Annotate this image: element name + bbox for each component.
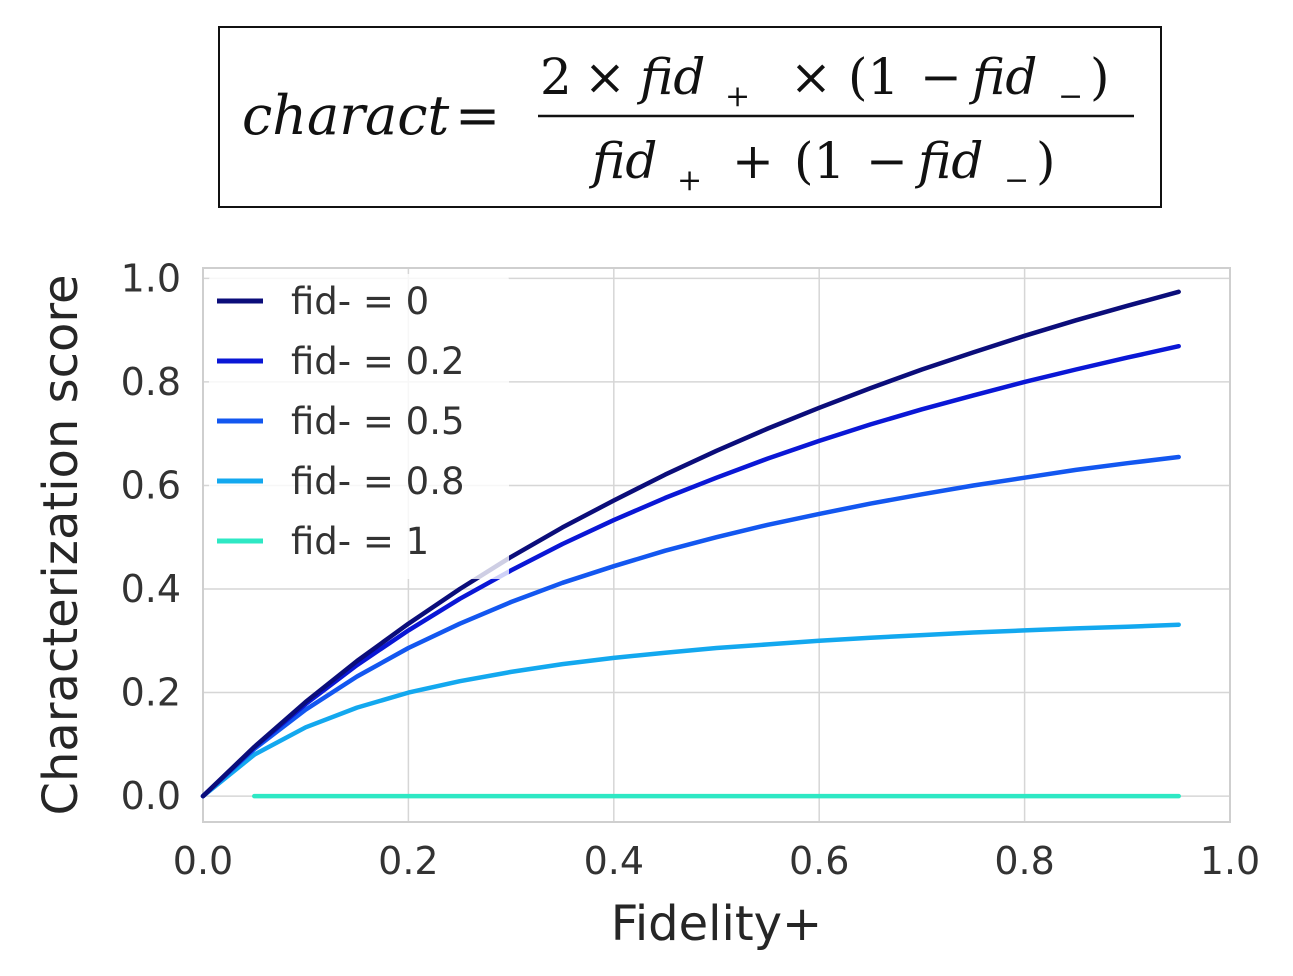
num-plus-subscript: + [725,79,750,114]
series-layer [200,289,1181,799]
num-fid-plus: fid [636,48,705,106]
y-tick-label: 1.0 [121,256,181,300]
series-line [200,289,1181,799]
num-close: ) [1090,48,1110,106]
legend-label: fid- = 1 [291,520,429,563]
den-open: (1 [794,132,845,190]
legend-label: fid- = 0 [291,280,429,323]
num-minus-subscript: − [1058,79,1083,114]
den-fid-plus: fid [588,132,657,190]
x-tick-label: 0.2 [378,839,438,883]
y-tick-label: 0.8 [121,360,181,404]
den-minus-subscript: − [1004,163,1029,198]
series-line [200,343,1181,799]
series-line [200,622,1181,799]
formula-equals: = [455,84,500,147]
num-fid-minus: fid [968,48,1037,106]
den-minus: − [866,132,908,190]
y-tick-label: 0.4 [121,567,181,611]
formula-box: charact = 2 × fid + × (1 − fid − ) fid +… [218,26,1162,208]
x-tick-label: 0.6 [789,839,849,883]
legend-label: fid- = 0.8 [291,460,465,503]
legend-background [209,274,509,579]
num-times-2: × [790,48,832,106]
x-tick-label: 0.4 [584,839,644,883]
plot-frame [202,267,1231,823]
den-close: ) [1036,132,1056,190]
x-tick-labels: 0.0 0.2 0.4 0.6 0.8 1.0 [173,839,1260,883]
num-minus: − [920,48,962,106]
legend-label: fid- = 0.2 [291,340,465,383]
y-tick-label: 0.0 [121,774,181,818]
formula-lhs: charact [242,84,449,147]
y-axis-label: Characterization score [33,274,89,815]
legend-label: fid- = 0.5 [291,400,465,443]
y-tick-labels: 0.0 0.2 0.4 0.6 0.8 1.0 [121,256,181,818]
formula: charact = 2 × fid + × (1 − fid − ) fid +… [242,48,1134,198]
series-line [200,454,1181,799]
num-times-1: × [584,48,626,106]
den-plus-subscript: + [677,163,702,198]
legend: fid- = 0 fid- = 0.2 fid- = 0.5 fid- = 0.8 fi… [209,274,509,579]
y-tick-label: 0.2 [121,671,181,715]
den-fid-minus: fid [914,132,983,190]
num-two: 2 [540,48,572,106]
x-axis-label: Fidelity+ [611,896,823,952]
x-tick-label: 0.8 [994,839,1054,883]
x-tick-label: 0.0 [173,839,233,883]
den-plus: + [732,132,774,190]
y-tick-label: 0.6 [121,463,181,507]
x-tick-label: 1.0 [1200,839,1260,883]
num-open: (1 [848,48,899,106]
